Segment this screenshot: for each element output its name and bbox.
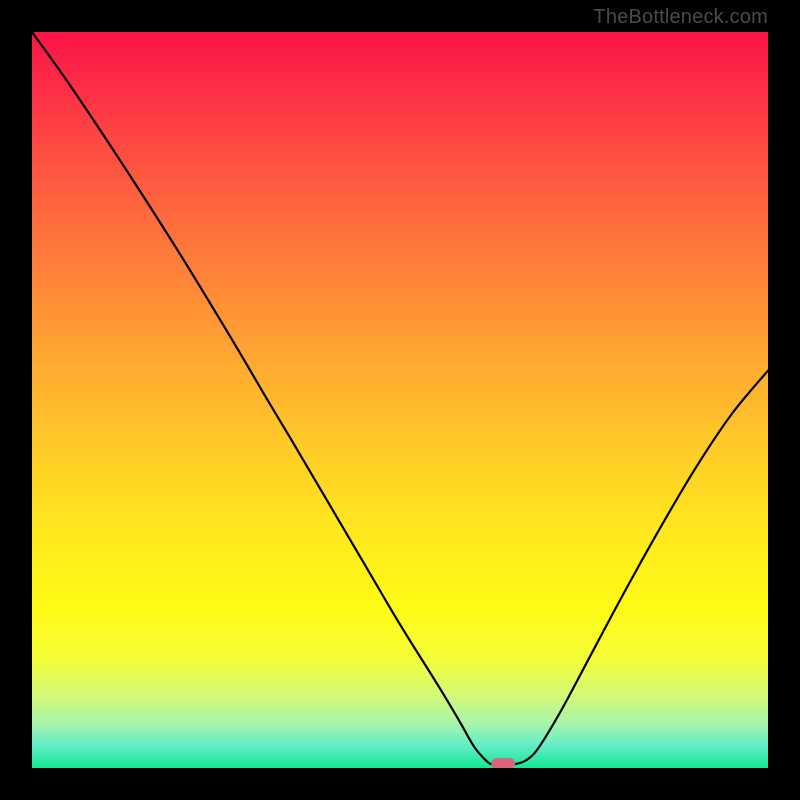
chart-marker (491, 758, 515, 768)
chart-line (32, 32, 768, 768)
chart-plot-area (32, 32, 768, 768)
watermark-text: TheBottleneck.com (593, 6, 768, 29)
